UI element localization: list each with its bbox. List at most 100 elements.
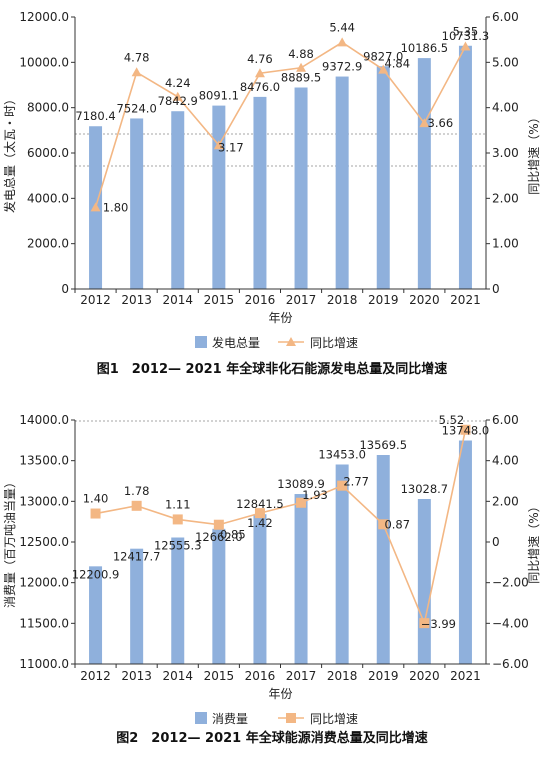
line-point	[296, 497, 307, 508]
y2-tick-label: 3.00	[492, 146, 519, 160]
x-tick-label: 2017	[286, 669, 317, 683]
y2-axis-title: 同比增速（%）	[527, 111, 541, 194]
growth-value-label: 5.44	[329, 20, 355, 34]
y-tick-label: 10000.0	[19, 55, 69, 69]
bar	[376, 66, 390, 289]
y-axis-title: 消费量（百万吨油当量）	[3, 476, 17, 608]
line-point	[90, 508, 101, 519]
line-point	[90, 202, 101, 212]
line-point	[131, 67, 142, 77]
bar-value-label: 12417.7	[113, 550, 161, 564]
growth-value-label: 4.84	[384, 57, 410, 71]
bar	[253, 96, 267, 289]
y-tick-label: 12000.0	[19, 576, 69, 590]
growth-line	[94, 41, 467, 208]
bar	[89, 566, 103, 664]
x-tick-label: 2020	[409, 669, 440, 683]
figure-caption: 图2 2012— 2021 年全球能源消费总量及同比增速	[116, 730, 427, 746]
y2-tick-label: −2.00	[492, 576, 529, 590]
y-tick-label: 11000.0	[19, 657, 69, 671]
line-point	[172, 91, 183, 101]
line-point	[378, 519, 389, 530]
line-point	[337, 37, 348, 47]
growth-value-label: 1.42	[247, 516, 273, 530]
x-tick-label: 2013	[121, 293, 152, 307]
bar-value-label: 13748.0	[442, 423, 490, 437]
growth-value-label: 4.88	[288, 47, 314, 61]
y2-tick-label: 6.00	[492, 10, 519, 24]
growth-value-label: 5.52	[439, 413, 465, 427]
y2-tick-label: 4.00	[492, 454, 519, 468]
bar	[335, 464, 349, 664]
growth-line	[95, 429, 467, 626]
y-tick-label: 12000.0	[19, 10, 69, 24]
line-point	[131, 500, 142, 511]
y2-tick-label: −4.00	[492, 616, 529, 630]
bar-value-label: 8476.0	[240, 80, 280, 94]
bar-value-label: 12555.3	[154, 539, 202, 553]
x-tick-label: 2018	[327, 669, 358, 683]
y-tick-label: 11500.0	[19, 616, 69, 630]
line-point	[213, 519, 224, 530]
bar-value-label: 9372.9	[322, 60, 362, 74]
line-point	[254, 508, 265, 519]
y-tick-label: 4000.0	[27, 191, 69, 205]
y-tick-label: 14000.0	[19, 413, 69, 427]
bar	[458, 440, 472, 664]
bar	[212, 528, 226, 664]
bar-value-label: 8889.5	[281, 71, 321, 85]
bar-value-label: 10186.5	[401, 41, 449, 55]
x-tick-label: 2017	[286, 293, 317, 307]
bar	[130, 548, 144, 664]
y-tick-label: 0	[61, 282, 69, 296]
bar-value-label: 13569.5	[359, 438, 407, 452]
line-point	[419, 618, 430, 629]
y2-tick-label: 4.00	[492, 101, 519, 115]
x-tick-label: 2019	[368, 669, 399, 683]
bar	[294, 87, 308, 289]
legend-swatch-bar	[195, 712, 207, 724]
growth-value-label: 5.35	[453, 24, 479, 38]
x-tick-label: 2020	[409, 293, 440, 307]
line-point	[419, 118, 430, 128]
y2-tick-label: −6.00	[492, 657, 529, 671]
y-tick-label: 13500.0	[19, 454, 69, 468]
line-point	[213, 140, 224, 150]
bar	[294, 494, 308, 664]
y2-tick-label: 0	[492, 535, 500, 549]
bar-value-label: 8091.1	[199, 89, 239, 103]
y2-tick-label: 2.00	[492, 191, 519, 205]
bar-value-label: 10731.3	[442, 29, 490, 43]
growth-value-label: 3.66	[428, 116, 454, 130]
x-tick-label: 2016	[245, 669, 276, 683]
bar	[130, 118, 144, 290]
growth-value-label: 0.87	[384, 517, 410, 531]
x-tick-label: 2012	[80, 669, 111, 683]
growth-value-label: −3.99	[421, 617, 456, 631]
x-tick-label: 2014	[162, 669, 193, 683]
bar-value-label: 7524.0	[117, 101, 157, 115]
growth-value-label: 1.11	[165, 497, 191, 511]
bar-value-label: 12662.0	[195, 530, 243, 544]
y-tick-label: 13000.0	[19, 494, 69, 508]
bar-value-label: 12200.9	[72, 567, 120, 581]
bar	[376, 455, 390, 664]
x-tick-label: 2019	[368, 293, 399, 307]
x-tick-label: 2015	[204, 669, 235, 683]
figure-caption: 图1 2012— 2021 年全球非化石能源发电总量及同比增速	[97, 361, 447, 377]
growth-value-label: 4.78	[124, 50, 150, 64]
x-tick-label: 2018	[327, 293, 358, 307]
growth-value-label: 1.80	[103, 200, 129, 214]
line-point	[296, 62, 307, 72]
bar	[212, 105, 226, 289]
line-point	[460, 41, 471, 51]
growth-value-label: 2.77	[343, 475, 369, 489]
legend-label-bar: 消费量	[212, 712, 248, 726]
y2-tick-label: 6.00	[492, 413, 519, 427]
x-tick-label: 2013	[121, 669, 152, 683]
bar	[335, 76, 349, 289]
growth-value-label: 4.24	[165, 76, 191, 90]
bar	[253, 514, 267, 664]
